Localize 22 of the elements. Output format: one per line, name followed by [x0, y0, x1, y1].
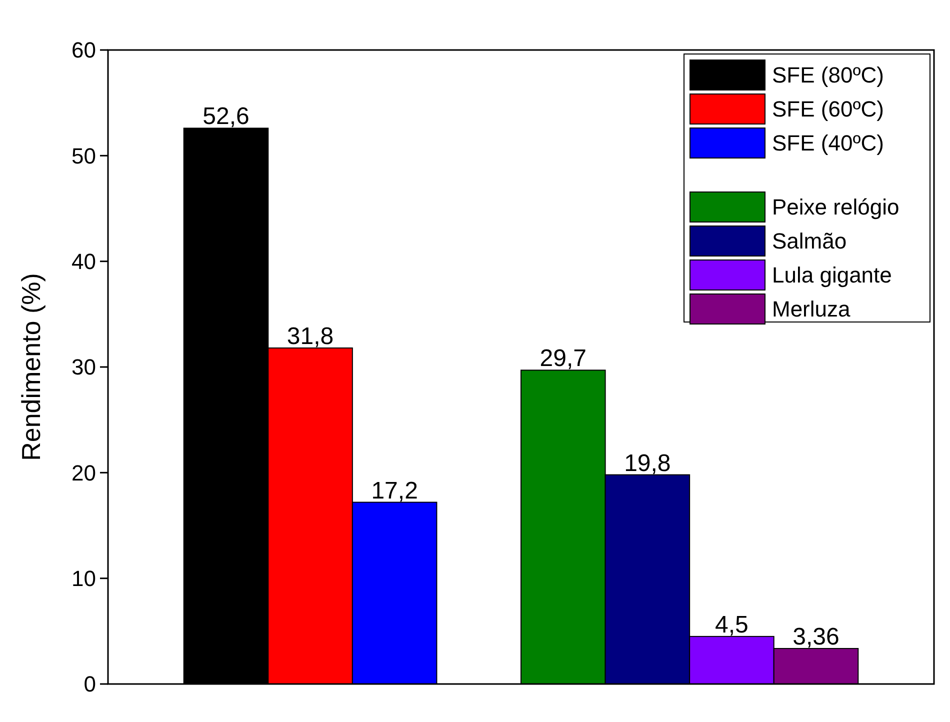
- y-tick-label: 60: [72, 38, 96, 63]
- legend-label: Merluza: [772, 296, 852, 322]
- y-tick-label: 50: [72, 143, 96, 168]
- y-tick-label: 0: [84, 672, 96, 697]
- data-label: 4,5: [715, 611, 748, 638]
- data-label: 17,2: [371, 477, 418, 504]
- data-label: 3,36: [792, 623, 840, 650]
- y-tick-label: 40: [72, 249, 96, 274]
- data-label: 52,6: [202, 103, 250, 130]
- y-tick-label: 10: [72, 566, 96, 592]
- data-label: 19,8: [624, 450, 671, 477]
- legend-label: SFE (40ºC): [772, 130, 884, 156]
- data-label: 31,8: [286, 322, 334, 350]
- legend-label: SFE (60ºC): [772, 96, 884, 122]
- legend-label: Peixe relógio: [772, 194, 900, 220]
- legend-label: SFE (80ºC): [772, 62, 884, 88]
- y-axis-title: Rendimento (%): [16, 273, 46, 461]
- y-tick-label: 30: [72, 354, 96, 380]
- legend-label: Lula gigante: [772, 262, 892, 288]
- legend-label: Salmão: [772, 228, 847, 254]
- y-tick-label: 20: [72, 460, 96, 486]
- data-label: 29,7: [540, 345, 586, 372]
